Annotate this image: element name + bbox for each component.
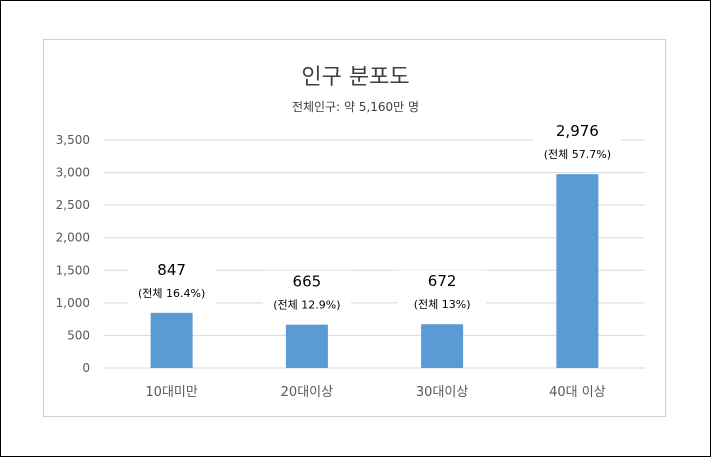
value-label: 665	[293, 273, 322, 291]
data-label-background	[398, 270, 487, 319]
data-labels: 847 (전체 16.4%) 665 (전체 12.9%) 672 (전체 13%) 2,9…	[127, 120, 622, 319]
bar	[421, 324, 464, 368]
value-label: 672	[428, 272, 457, 290]
y-tick-label: 2,000	[56, 231, 90, 245]
bars	[150, 174, 599, 368]
share-label: (전체 57.7%)	[544, 148, 611, 161]
x-tick-label: 30대이상	[416, 385, 468, 400]
chart-subtitle: 전체인구: 약 5,160만 명	[291, 100, 420, 114]
y-tick-label: 3,500	[56, 133, 90, 147]
share-label: (전체 13%)	[414, 298, 471, 311]
y-tick-label: 1,500	[56, 263, 90, 277]
y-tick-label: 2,500	[56, 198, 90, 212]
data-label-background	[262, 270, 351, 319]
y-tick-label: 500	[67, 328, 90, 342]
bar	[285, 324, 328, 368]
x-axis-ticks: 10대미만 20대이상 30대이상 40대 이상	[145, 385, 605, 400]
bar	[150, 312, 193, 368]
chart-title: 인구 분포도	[301, 65, 410, 90]
x-tick-label: 40대 이상	[549, 385, 606, 400]
y-tick-label: 0	[82, 361, 90, 375]
x-tick-label: 10대미만	[145, 385, 197, 400]
x-tick-label: 20대이상	[281, 385, 333, 400]
y-tick-label: 1,000	[56, 296, 90, 310]
y-tick-label: 3,000	[56, 166, 90, 180]
data-label-background	[127, 258, 216, 307]
data-label-background	[533, 120, 622, 169]
bar	[556, 174, 599, 368]
value-label: 2,976	[556, 122, 599, 140]
value-label: 847	[157, 261, 186, 279]
share-label: (전체 16.4%)	[138, 287, 205, 300]
y-axis-ticks: 0 500 1,000 1,500 2,000 2,500 3,000 3,500	[56, 133, 90, 375]
share-label: (전체 12.9%)	[273, 299, 340, 312]
